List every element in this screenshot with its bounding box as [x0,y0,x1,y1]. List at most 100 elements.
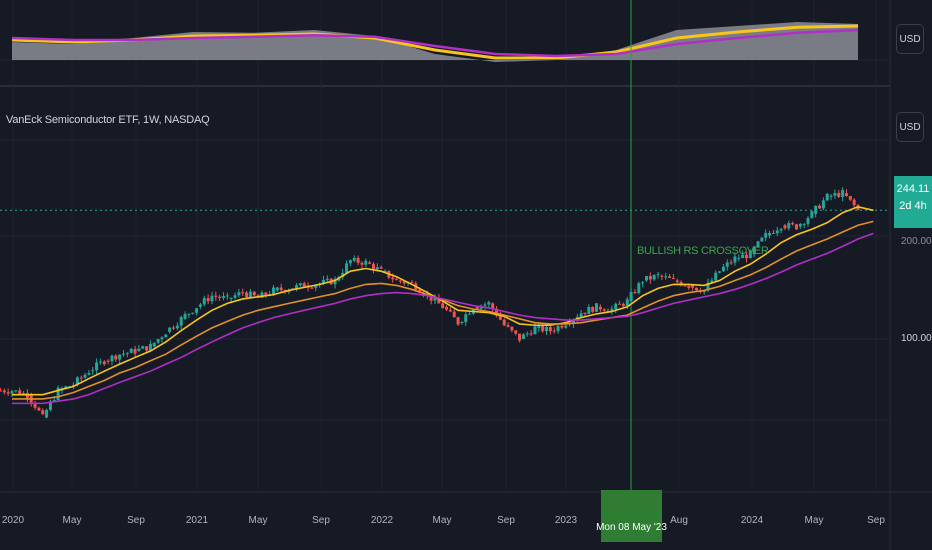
candle-body [6,392,10,394]
candle-body [214,295,218,297]
candle-body [741,254,745,259]
candle-body [33,402,37,408]
candle-body [110,355,114,362]
x-tick-label: Sep [312,515,330,526]
candle-body [714,272,718,281]
candle-body [156,339,160,343]
candle-body [548,327,552,332]
candle-body [671,277,675,279]
candle-body [545,327,549,332]
candle-body [248,291,252,298]
candle-body [468,313,472,315]
candle-body [602,309,606,311]
candle-body [241,292,245,294]
candle-body [102,361,106,365]
candle-body [252,291,256,296]
candle-body [325,278,329,280]
candle-body [852,199,856,206]
last-price-label: 244.11 2d 4h [894,176,932,228]
last-price-value: 244.11 [896,183,930,195]
candle-body [437,297,441,304]
candle-body [833,192,837,196]
candle-body [656,274,660,276]
candle-body [137,348,141,352]
candle-body [402,281,406,284]
candle-body [371,263,375,270]
candle-body [579,313,583,318]
candle-body [168,327,172,332]
candle-body [148,344,152,351]
candle-body [625,299,629,306]
candle-body [652,275,656,280]
candle-body [25,393,29,398]
candle-body [452,311,456,318]
candle-body [775,230,779,234]
candle-body [525,333,529,335]
candle-body [75,377,79,385]
candle-body [798,224,802,227]
x-tick-label: 2022 [370,515,394,526]
candle-body [475,306,479,309]
candle-body [683,285,687,287]
candle-body [433,297,437,301]
candle-body [122,353,126,355]
candle-body [637,283,641,293]
candle-body [118,354,122,360]
x-tick-label: Aug [670,515,688,526]
candle-body [302,283,306,288]
candle-body [164,334,168,338]
moving-average-line [12,205,874,396]
x-tick-label: May [62,515,82,526]
candle-body [664,276,668,278]
candle-body [264,292,268,295]
x-tick-label: 2020 [1,515,25,526]
x-tick-label: May [432,515,452,526]
candle-body [675,280,679,282]
candle-body [229,297,233,299]
candle-body [2,390,6,393]
candle-body [621,303,625,306]
candle-body [429,295,433,301]
x-tick-label: Sep [867,515,885,526]
candle-body [725,262,729,267]
candle-body [191,312,195,314]
candle-body [533,326,537,335]
candle-body [560,325,564,328]
candle-body [518,333,522,341]
candle-body [352,257,356,261]
candle-body [552,330,556,332]
moving-average-line [12,232,874,405]
candle-body [271,287,275,295]
candle-body [348,260,352,264]
candle-body [260,292,264,298]
candle-body [706,282,710,291]
candle-body [295,285,299,289]
candle-body [618,303,622,305]
y-tick-label: 100.00 [901,333,932,344]
candle-body [633,291,637,293]
candle-body [375,267,379,270]
candle-body [691,285,695,288]
candle-body [756,241,760,248]
candle-body [737,258,741,260]
candle-body [391,277,395,280]
candle-body [237,292,241,296]
candle-body [379,267,383,269]
candle-body [591,307,595,312]
y-tick-label-partial: 200.00 [901,236,932,247]
candle-body [760,237,764,242]
candle-body [368,262,372,264]
candle-body [0,390,2,392]
candle-body [95,362,99,371]
candle-body [610,308,614,312]
candle-body [541,325,545,332]
candle-body [410,282,414,284]
price-axis-currency-button[interactable]: USD [896,112,924,142]
candle-body [210,295,214,302]
upper-axis-currency-button[interactable]: USD [896,24,924,54]
candle-body [595,303,599,312]
candle-body [825,193,829,201]
candle-body [52,399,56,402]
candle-body [487,302,491,305]
